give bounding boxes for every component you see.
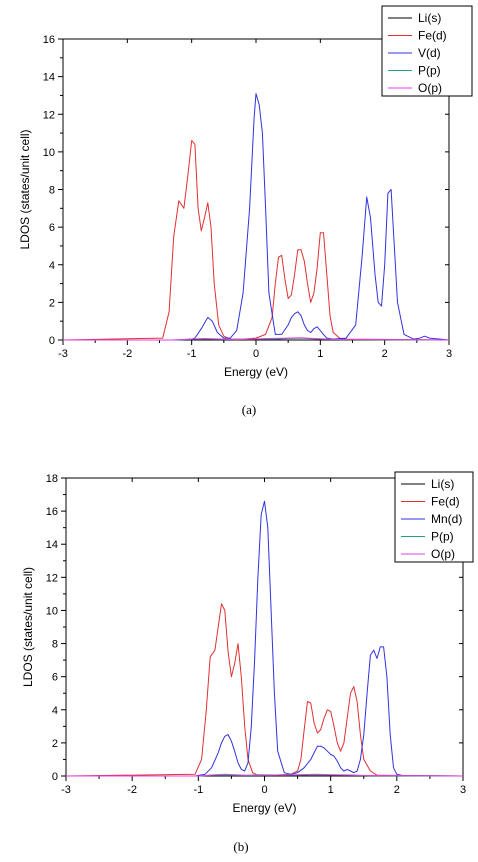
series-line-o-p: [66, 773, 464, 777]
x-tick-label: -3: [58, 348, 68, 360]
y-tick-label: 12: [43, 109, 55, 121]
x-tick-label: 2: [394, 784, 400, 796]
x-tick-label: 3: [446, 348, 452, 360]
y-tick-label: 14: [43, 72, 55, 84]
x-tick-label: 2: [382, 348, 388, 360]
y-axis-label: LDOS (states/unit cell): [21, 567, 35, 687]
legend-label-li-s: Li(s): [431, 477, 454, 491]
legend-label-fe-d: Fe(d): [431, 495, 460, 509]
x-tick-label: 1: [328, 784, 334, 796]
legend-label-p-p: P(p): [418, 64, 441, 78]
y-tick-label: 18: [46, 473, 58, 485]
y-tick-label: 2: [49, 297, 55, 309]
x-tick-label: 3: [460, 784, 466, 796]
legend-label-o-p: O(p): [431, 547, 455, 561]
legend-label-v-d: V(d): [418, 46, 441, 60]
x-tick-label: 0: [253, 348, 259, 360]
x-tick-label: -1: [187, 348, 197, 360]
y-tick-label: 2: [52, 738, 58, 750]
y-tick-label: 14: [46, 539, 58, 551]
y-tick-label: 8: [49, 185, 55, 197]
y-tick-label: 0: [49, 335, 55, 347]
y-tick-label: 6: [49, 222, 55, 234]
y-axis-label: LDOS (states/unit cell): [18, 129, 32, 249]
y-tick-label: 12: [46, 572, 58, 584]
legend: Li(s) Fe(d) V(d) P(p) O(p): [381, 5, 473, 97]
y-tick-label: 10: [43, 147, 55, 159]
x-tick-label: -3: [61, 784, 71, 796]
x-axis-label: Energy (eV): [224, 365, 288, 379]
series-line-mn-d: [66, 500, 464, 777]
x-axis-label: Energy (eV): [232, 801, 296, 815]
legend: Li(s) Fe(d) Mn(d) P(p) O(p): [394, 471, 474, 563]
legend-label-mn-d: Mn(d): [431, 512, 462, 526]
legend-box: [394, 471, 474, 563]
panel-label: (b): [233, 839, 248, 854]
x-tick-label: -2: [122, 348, 132, 360]
legend-label-li-s: Li(s): [418, 11, 441, 25]
x-tick-label: -1: [193, 784, 203, 796]
y-tick-label: 16: [46, 506, 58, 518]
x-tick-label: -2: [127, 784, 137, 796]
legend-label-fe-d: Fe(d): [418, 29, 447, 43]
series-line-v-d: [63, 93, 450, 341]
series-line-fe-d: [65, 603, 464, 777]
x-tick-label: 0: [261, 784, 267, 796]
y-tick-label: 4: [52, 705, 58, 717]
y-tick-label: 0: [52, 771, 58, 783]
x-tick-label: 1: [317, 348, 323, 360]
y-tick-label: 6: [52, 672, 58, 684]
y-tick-label: 8: [52, 639, 58, 651]
legend-box: [381, 5, 473, 97]
legend-label-o-p: O(p): [418, 81, 442, 95]
legend-label-p-p: P(p): [431, 530, 454, 544]
series-line-o-p: [63, 337, 450, 341]
panel-label: (a): [242, 402, 256, 417]
y-tick-label: 4: [49, 260, 55, 272]
y-tick-label: 16: [43, 34, 55, 46]
y-tick-label: 10: [46, 605, 58, 617]
series-line-fe-d: [62, 140, 450, 341]
